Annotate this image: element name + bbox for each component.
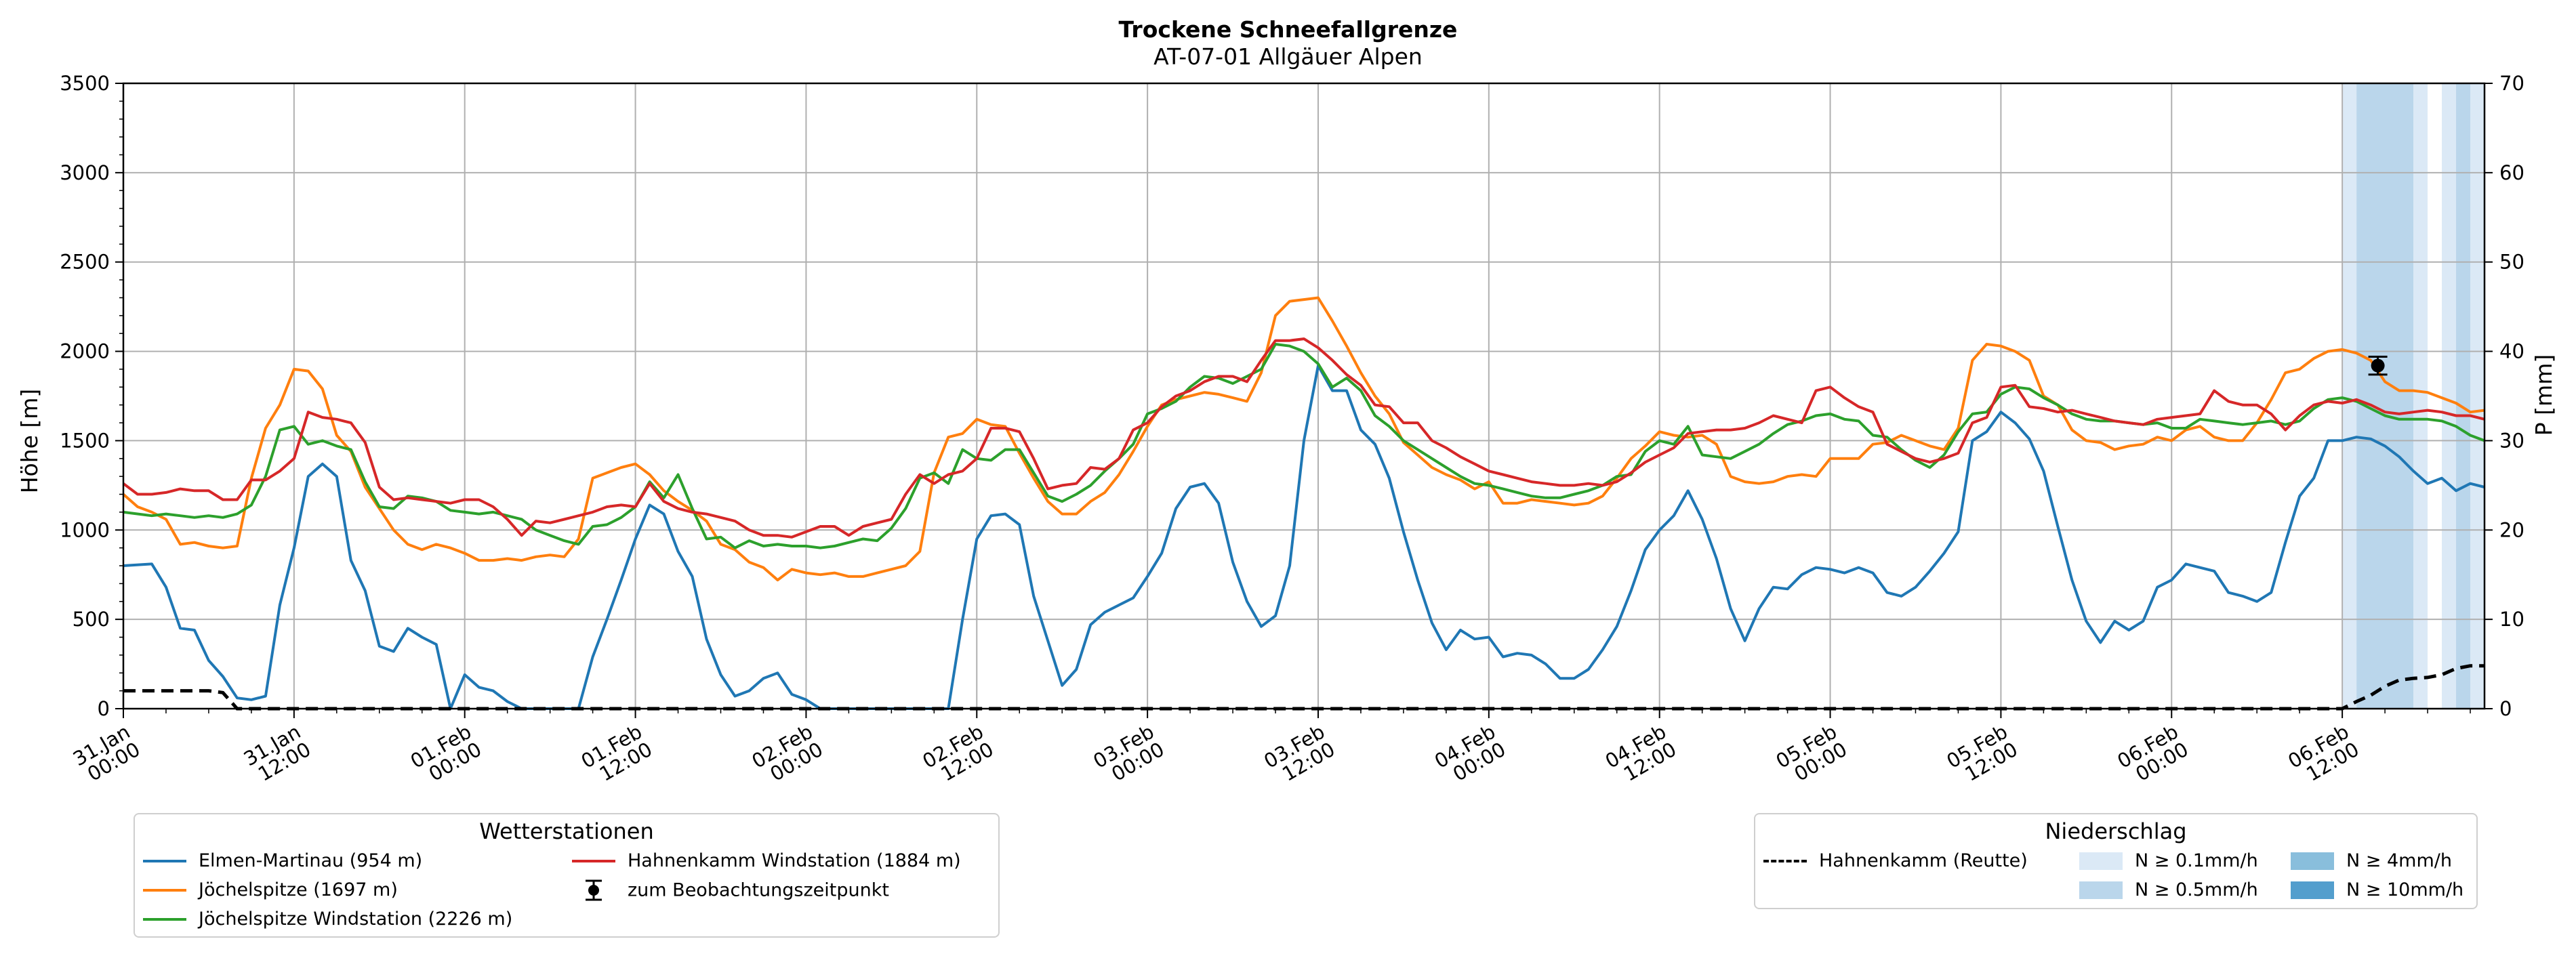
legend-label-precip-05: N ≥ 0.5mm/h — [2135, 879, 2258, 900]
legend-label-hahnenkamm-wind: Hahnenkamm Windstation (1884 m) — [628, 850, 961, 871]
x-tick-label-6: 03.Feb00:00 — [1089, 720, 1168, 791]
x-tick-label-5: 02.Feb12:00 — [918, 720, 997, 791]
legend-swatch-precip-4 — [2291, 852, 2334, 870]
x-tick-label-9: 04.Feb12:00 — [1601, 720, 1680, 791]
y-axis-label: Höhe [m] — [16, 389, 43, 494]
legend-entry-precip-01: N ≥ 0.1mm/h — [2079, 850, 2258, 871]
y2-tick-label-5: 50 — [2499, 251, 2524, 274]
x-tick-label-2: 01.Feb00:00 — [407, 720, 485, 791]
legend-stations-title: Wetterstationen — [479, 818, 654, 844]
legend-label-joechelspitze-wind: Jöchelspitze Windstation (2226 m) — [199, 909, 513, 930]
y2-tick-label-0: 0 — [2499, 697, 2512, 720]
y-tick-label-6: 3000 — [60, 161, 110, 184]
y-tick-label-7: 3500 — [60, 72, 110, 95]
y-tick-label-0: 0 — [98, 697, 110, 720]
y-tick-label-2: 1000 — [60, 518, 110, 541]
legend-entry-precip-05: N ≥ 0.5mm/h — [2079, 879, 2258, 900]
legend-entry-elmen: Elmen-Martinau (954 m) — [143, 850, 422, 871]
legend-label-precip-line: Hahnenkamm (Reutte) — [1819, 850, 2028, 871]
precip-shade-2 — [2413, 83, 2428, 709]
precip-shade-3 — [2442, 83, 2457, 709]
x-tick-label-4: 02.Feb00:00 — [748, 720, 827, 791]
legend-entry-precip-line: Hahnenkamm (Reutte) — [1763, 850, 2028, 871]
legend-swatch-elmen — [143, 859, 186, 862]
legend-entry-precip-10: N ≥ 10mm/h — [2291, 879, 2463, 900]
precip-shade-5 — [2470, 83, 2485, 709]
precip-line — [123, 664, 2485, 711]
precip-shade-1 — [2356, 83, 2414, 709]
x-tick-label-11: 05.Feb12:00 — [1942, 720, 2021, 791]
legend-label-joechelspitze: Jöchelspitze (1697 m) — [199, 879, 398, 900]
y-axis-label-right: P [mm] — [2531, 354, 2557, 436]
series-line-0 — [123, 364, 2485, 710]
chart-title: Trockene Schneefallgrenze — [1118, 16, 1458, 43]
y-tick-label-4: 2000 — [60, 340, 110, 363]
precip-shade-0 — [2342, 83, 2357, 709]
y-tick-label-1: 500 — [73, 608, 110, 631]
x-tick-label-0: 31.Jan00:00 — [69, 720, 144, 789]
y2-tick-label-1: 10 — [2499, 608, 2524, 631]
legend-stations: Wetterstationen Elmen-Martinau (954 m) J… — [134, 813, 1000, 938]
x-tick-label-12: 06.Feb00:00 — [2113, 720, 2192, 791]
legend-label-precip-01: N ≥ 0.1mm/h — [2135, 850, 2258, 871]
legend-precip: Niederschlag Hahnenkamm (Reutte) N ≥ 0.1… — [1754, 813, 2478, 909]
legend-entry-observation: zum Beobachtungszeitpunkt — [572, 879, 889, 902]
plot-frame — [122, 82, 2486, 710]
legend-label-precip-4: N ≥ 4mm/h — [2346, 850, 2452, 871]
y2-tick-label-6: 60 — [2499, 161, 2524, 184]
legend-label-observation: zum Beobachtungszeitpunkt — [628, 879, 889, 901]
x-tick-label-7: 03.Feb12:00 — [1260, 720, 1338, 791]
legend-swatch-precip-10 — [2291, 881, 2334, 899]
series-line-3 — [122, 337, 2485, 539]
legend-label-elmen: Elmen-Martinau (954 m) — [199, 850, 423, 871]
legend-swatch-precip-05 — [2079, 881, 2123, 899]
x-tick-label-1: 31.Jan12:00 — [240, 720, 315, 789]
y2-tick-label-2: 20 — [2499, 518, 2524, 541]
legend-entry-precip-4: N ≥ 4mm/h — [2291, 850, 2452, 871]
series-line-2 — [123, 343, 2485, 549]
y-tick-label-5: 2500 — [60, 251, 110, 274]
legend-swatch-hahnenkamm-wind — [572, 859, 615, 862]
y2-tick-label-7: 70 — [2499, 72, 2524, 95]
x-tick-label-8: 04.Feb00:00 — [1431, 720, 1509, 791]
legend-swatch-precip-01 — [2079, 852, 2123, 870]
series-line-1 — [122, 296, 2485, 582]
legend-entry-joechelspitze-wind: Jöchelspitze Windstation (2226 m) — [143, 908, 512, 930]
x-tick-label-10: 05.Feb00:00 — [1772, 720, 1851, 791]
y-tick-label-3: 1500 — [60, 429, 110, 452]
observation-marker — [2371, 358, 2385, 373]
y2-tick-label-3: 30 — [2499, 429, 2524, 452]
y2-tick-label-4: 40 — [2499, 340, 2524, 363]
chart-subtitle: AT-07-01 Allgäuer Alpen — [1153, 43, 1423, 70]
legend-entry-hahnenkamm-wind: Hahnenkamm Windstation (1884 m) — [572, 850, 961, 871]
legend-swatch-joechelspitze-wind — [143, 917, 186, 921]
legend-swatch-precip-line — [1763, 859, 1807, 862]
precip-shade-4 — [2456, 83, 2471, 709]
x-tick-label-13: 06.Feb12:00 — [2284, 720, 2363, 791]
legend-swatch-observation — [586, 879, 602, 901]
legend-swatch-joechelspitze — [143, 888, 186, 892]
legend-entry-joechelspitze: Jöchelspitze (1697 m) — [143, 879, 398, 900]
legend-precip-title: Niederschlag — [2045, 818, 2187, 844]
legend-label-precip-10: N ≥ 10mm/h — [2346, 879, 2464, 900]
x-tick-label-3: 01.Feb12:00 — [577, 720, 656, 791]
